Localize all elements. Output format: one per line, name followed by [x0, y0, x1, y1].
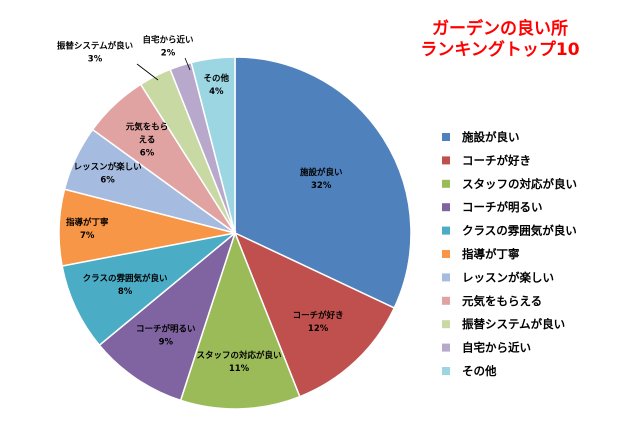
legend-swatch	[442, 226, 450, 235]
legend-label: コーチが好き	[462, 153, 531, 167]
slice-label-percent: 11%	[229, 364, 250, 374]
slice-labels: 施設が良い 32% コーチが好き 12% スタッフの対応が良い 11% コーチが明るい 9% ク…	[57, 35, 344, 374]
legend-swatch	[442, 367, 450, 375]
pie-slice	[190, 56, 236, 234]
slice-label: 元気をもらえる 6%	[126, 121, 169, 158]
legend-label: 自宅から近い	[462, 341, 531, 355]
slice-label: クラスの雰囲気が良い 8%	[83, 273, 168, 297]
slice-label: スタッフの対応が良い 11%	[196, 350, 281, 374]
slice-label: コーチが明るい 9%	[136, 323, 196, 347]
pie-slice	[233, 231, 396, 398]
leader-line	[136, 63, 159, 81]
pie-slice	[234, 56, 412, 309]
slice-label-name: 施設が良い	[300, 167, 343, 178]
pie-slices	[58, 56, 412, 410]
slice-label-name: クラスの雰囲気が良い	[83, 273, 168, 284]
slice-label-name: その他	[204, 73, 230, 84]
slice-label-percent: 7%	[80, 231, 95, 241]
legend-swatch	[442, 156, 450, 165]
slice-label-percent: 6%	[100, 176, 115, 186]
legend-label: 元気をもらえる	[462, 294, 542, 308]
pie-slice	[98, 230, 237, 402]
legend-label: コーチが明るい	[462, 200, 543, 214]
slice-label: コーチが好き 12%	[293, 310, 344, 334]
slice-label-percent: 4%	[209, 87, 224, 97]
slice-label-name: スタッフの対応が良い	[196, 350, 281, 361]
legend-swatch	[442, 250, 450, 258]
slice-label-name: える	[139, 135, 156, 145]
slice-label-percent: 3%	[88, 55, 103, 65]
slice-label: 自宅から近い 2%	[142, 35, 193, 59]
pie-slice	[179, 230, 301, 410]
legend-swatch	[442, 179, 450, 188]
legend-swatch	[442, 133, 450, 141]
leader-line	[184, 57, 191, 71]
slice-label-percent: 8%	[118, 287, 133, 297]
legend-label: 振替システムが良い	[462, 317, 565, 331]
legend-label: レッスンが楽しい	[462, 270, 554, 284]
legend-swatch	[442, 320, 450, 329]
slice-label-percent: 32%	[311, 181, 332, 191]
leader-lines	[136, 57, 191, 81]
legend-label: 施設が良い	[462, 130, 520, 144]
slice-label-name: 指導が丁寧	[66, 217, 109, 228]
slice-label: レッスンが楽しい 6%	[74, 162, 142, 186]
slice-label-name: 振替システムが良い	[57, 41, 133, 52]
slice-label-name: 自宅から近い	[142, 35, 193, 46]
legend-swatch	[442, 296, 450, 305]
legend-swatch	[442, 203, 450, 212]
slice-label-percent: 9%	[159, 337, 174, 347]
slice-label: 施設が良い 32%	[300, 167, 343, 191]
slice-label: 指導が丁寧 7%	[66, 217, 109, 241]
slice-label-percent: 6%	[140, 148, 155, 158]
legend-swatch	[442, 343, 450, 352]
pie-slice	[61, 232, 236, 347]
legend-label: スタッフの対応が良い	[462, 177, 577, 191]
chart-title-line: ガーデンの良い所	[432, 18, 568, 39]
slice-label-name: コーチが好き	[293, 310, 344, 321]
legend-swatch	[442, 273, 450, 282]
chart-title-line: ランキングトップ10	[420, 39, 579, 60]
slice-label: その他 4%	[204, 73, 230, 97]
legend-label: 指導が丁寧	[462, 247, 520, 261]
legend: 施設が良いコーチが好きスタッフの対応が良いコーチが明るいクラスの雰囲気が良い指導…	[442, 130, 577, 378]
slice-label-name: レッスンが楽しい	[74, 162, 142, 173]
slice-label: 振替システムが良い 3%	[57, 41, 133, 65]
slice-label-percent: 2%	[161, 49, 176, 59]
slice-label-name: 元気をもら	[126, 121, 169, 132]
slice-label-percent: 12%	[308, 324, 329, 334]
legend-label: クラスの雰囲気が良い	[462, 224, 577, 238]
slice-label-name: コーチが明るい	[136, 323, 196, 334]
legend-label: その他	[462, 364, 497, 378]
